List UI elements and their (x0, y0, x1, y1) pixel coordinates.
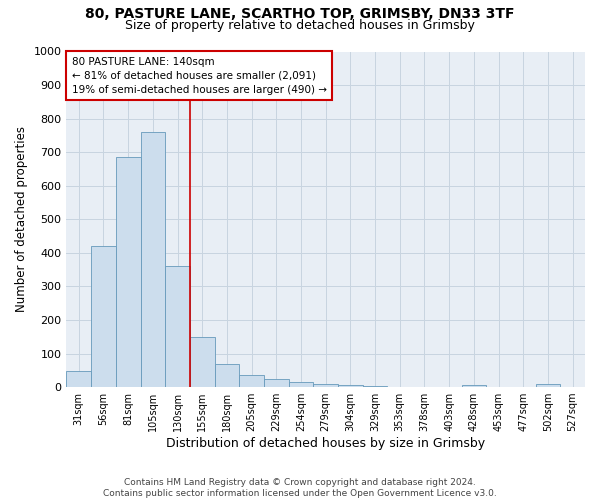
Bar (264, 378, 289, 387)
Bar (536, 384, 560, 387)
Text: Contains HM Land Registry data © Crown copyright and database right 2024.
Contai: Contains HM Land Registry data © Crown c… (103, 478, 497, 498)
Bar (313, 384, 338, 387)
Bar (363, 386, 388, 387)
Text: Size of property relative to detached houses in Grimsby: Size of property relative to detached ho… (125, 19, 475, 32)
Bar (67, 371, 91, 387)
Bar (165, 266, 190, 387)
Bar (461, 386, 486, 387)
Bar (91, 246, 116, 387)
Bar (190, 336, 215, 387)
Text: 80 PASTURE LANE: 140sqm
← 81% of detached houses are smaller (2,091)
19% of semi: 80 PASTURE LANE: 140sqm ← 81% of detache… (71, 56, 326, 94)
Bar (140, 132, 165, 387)
Bar (338, 385, 363, 387)
Bar (289, 382, 313, 387)
X-axis label: Distribution of detached houses by size in Grimsby: Distribution of detached houses by size … (166, 437, 485, 450)
Bar (215, 364, 239, 387)
Text: 80, PASTURE LANE, SCARTHO TOP, GRIMSBY, DN33 3TF: 80, PASTURE LANE, SCARTHO TOP, GRIMSBY, … (85, 8, 515, 22)
Bar (239, 374, 264, 387)
Y-axis label: Number of detached properties: Number of detached properties (15, 126, 28, 312)
Bar (116, 157, 140, 387)
